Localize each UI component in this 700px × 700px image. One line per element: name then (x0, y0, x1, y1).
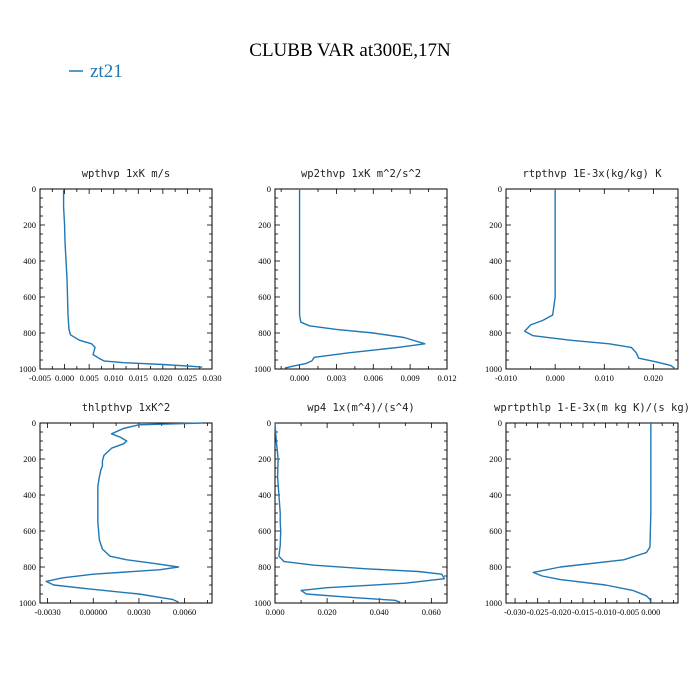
series-line (284, 189, 426, 369)
x-tick-label: 0.000 (290, 373, 309, 383)
x-tick-label: 0.003 (327, 373, 346, 383)
series-line (274, 422, 446, 603)
y-tick-label: 200 (489, 220, 502, 230)
x-tick-label: -0.020 (549, 607, 571, 617)
series-line (62, 189, 203, 368)
y-tick-label: 400 (258, 256, 271, 266)
series-line (532, 423, 652, 603)
x-tick-label: -0.010 (595, 607, 617, 617)
x-tick-label: 0.005 (80, 373, 99, 383)
y-tick-label: 0 (498, 184, 502, 194)
panel-3: rtpthvp 1E-3x(kg/kg) K -0.010 0.000 0.010 0.… (485, 168, 679, 383)
y-tick-label: 1000 (254, 364, 271, 374)
panel-6: wprtpthlp 1-E-3x(m kg K)/(s kg)-0.030 -0.… (485, 402, 690, 617)
x-tick-label: 0.015 (129, 373, 148, 383)
legend: zt21 (69, 61, 123, 82)
plot-frame (274, 422, 448, 604)
x-tick-label: -0.025 (527, 607, 549, 617)
y-tick-label: 600 (489, 292, 502, 302)
x-tick-label: 0.020 (644, 373, 663, 383)
x-tick-label: 0.000 (55, 373, 74, 383)
x-tick-label: 0.040 (370, 607, 389, 617)
y-tick-label: 800 (23, 328, 36, 338)
x-tick-label: 0.025 (178, 373, 197, 383)
x-tick-label: 0.010 (104, 373, 123, 383)
y-tick-label: 800 (258, 562, 271, 572)
y-tick-label: 400 (489, 256, 502, 266)
panel-2: wp2thvp 1xK m^2/s^2 0.000 0.003 0.006 0.009 0… (254, 168, 457, 383)
x-tick-label: 0.010 (595, 373, 614, 383)
x-tick-label: 0.012 (437, 373, 456, 383)
x-tick-label: 0.030 (202, 373, 221, 383)
panel-title: rtpthvp 1E-3x(kg/kg) K (522, 168, 662, 180)
y-tick-label: 200 (23, 454, 36, 464)
y-tick-label: 200 (258, 220, 271, 230)
y-tick-label: 600 (258, 526, 271, 536)
y-tick-label: 0 (267, 184, 271, 194)
y-tick-label: 800 (258, 328, 271, 338)
x-tick-label: 0.006 (364, 373, 383, 383)
y-tick-label: 200 (23, 220, 36, 230)
y-tick-label: 1000 (485, 364, 502, 374)
y-tick-label: 400 (258, 490, 271, 500)
y-tick-label: 0 (267, 418, 271, 428)
x-tick-label: -0.005 (617, 607, 639, 617)
panel-title: wpthvp 1xK m/s (82, 168, 171, 180)
y-tick-label: 400 (489, 490, 502, 500)
x-tick-label: 0.020 (318, 607, 337, 617)
plot-frame (39, 188, 213, 370)
x-tick-label: 0.009 (401, 373, 420, 383)
y-tick-label: 800 (489, 562, 502, 572)
y-tick-label: 400 (23, 256, 36, 266)
y-tick-label: 600 (489, 526, 502, 536)
x-tick-label: 0.0030 (127, 607, 150, 617)
y-tick-label: 0 (498, 418, 502, 428)
panel-title: thlpthvp 1xK^2 (82, 402, 171, 414)
panel-1: wpthvp 1xK m/s -0.005 0.000 0.005 0.010 0.015… (19, 168, 222, 383)
figure-title: CLUBB VAR at300E,17N (249, 40, 451, 61)
panel-title: wp4 1x(m^4)/(s^4) (307, 402, 414, 414)
series-line (523, 189, 675, 369)
panel-title: wprtpthlp 1-E-3x(m kg K)/(s kg) (494, 402, 690, 414)
x-tick-label: 0.020 (153, 373, 172, 383)
plot-frame (39, 422, 213, 604)
x-tick-label: 0.000 (546, 373, 565, 383)
y-tick-label: 1000 (485, 598, 502, 608)
y-tick-label: 0 (32, 184, 36, 194)
x-tick-label: 0.000 (641, 607, 660, 617)
y-tick-label: 0 (32, 418, 36, 428)
panel-4: thlpthvp 1xK^2 -0.0030 0.00000 0.0030 0.0060… (19, 402, 213, 617)
y-tick-label: 600 (258, 292, 271, 302)
x-tick-label: 0.060 (422, 607, 441, 617)
panel-5: wp4 1x(m^4)/(s^4) 0.000 0.020 0.040 0.060 0 20… (254, 402, 448, 617)
x-tick-label: 0.0060 (173, 607, 196, 617)
y-tick-label: 400 (23, 490, 36, 500)
y-tick-label: 800 (23, 562, 36, 572)
y-tick-label: 1000 (19, 598, 36, 608)
x-tick-label: -0.0030 (35, 607, 61, 617)
x-tick-label: 0.00000 (79, 607, 107, 617)
panel-title: wp2thvp 1xK m^2/s^2 (301, 168, 421, 180)
x-tick-label: 0.000 (265, 607, 284, 617)
x-tick-label: -0.005 (29, 373, 51, 383)
x-tick-label: -0.030 (504, 607, 526, 617)
y-tick-label: 600 (23, 292, 36, 302)
y-tick-label: 800 (489, 328, 502, 338)
series-line (45, 422, 203, 603)
y-tick-label: 600 (23, 526, 36, 536)
legend-label: zt21 (90, 61, 123, 82)
x-tick-label: -0.010 (495, 373, 517, 383)
plot-frame (505, 422, 679, 604)
y-tick-label: 1000 (19, 364, 36, 374)
y-tick-label: 200 (489, 454, 502, 464)
y-tick-label: 1000 (254, 598, 271, 608)
x-tick-label: -0.015 (572, 607, 594, 617)
y-tick-label: 200 (258, 454, 271, 464)
